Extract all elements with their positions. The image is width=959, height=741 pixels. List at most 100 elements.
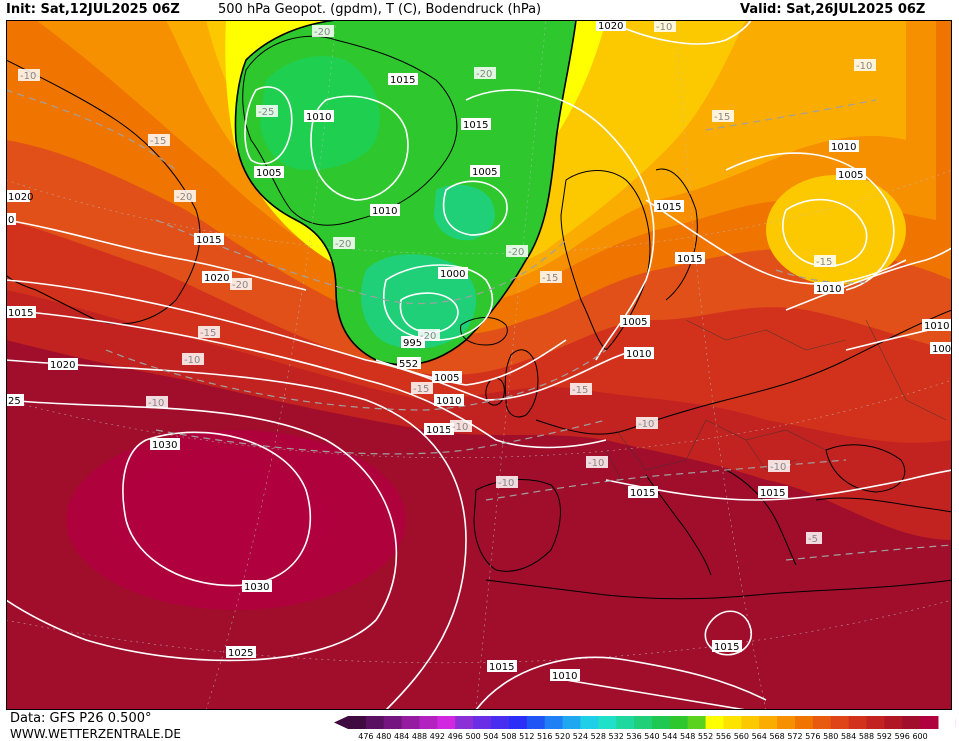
svg-text:1020: 1020 <box>204 273 229 284</box>
svg-text:-15: -15 <box>413 384 429 395</box>
border-6 <box>865 319 947 421</box>
isobar-1010-a <box>6 279 637 401</box>
temp-label: -20 <box>230 278 252 291</box>
legend-value: 524 <box>573 732 588 741</box>
svg-text:-10: -10 <box>452 422 468 433</box>
svg-text:1010: 1010 <box>552 671 577 682</box>
isobar-1015-g <box>6 219 307 291</box>
legend-value: 508 <box>501 732 516 741</box>
graticule-line-5 <box>475 20 547 710</box>
legend-swatch <box>491 716 510 729</box>
svg-text:1015: 1015 <box>8 308 33 319</box>
svg-text:1025: 1025 <box>228 648 253 659</box>
isotherm-minus20 <box>155 219 567 305</box>
graticule <box>6 20 952 710</box>
isobar-label: 1020 <box>6 190 33 203</box>
temp-label: -20 <box>474 67 496 80</box>
isobar-label: 1000 <box>930 342 952 355</box>
contour-552 <box>234 20 577 366</box>
isobar-label: 1005 <box>432 371 462 384</box>
svg-text:1015: 1015 <box>196 235 221 246</box>
svg-text:1020: 1020 <box>50 360 75 371</box>
isobar-1010-b <box>785 247 952 311</box>
svg-text:-20: -20 <box>176 192 192 203</box>
svg-text:1030: 1030 <box>244 582 269 593</box>
legend-value: 560 <box>734 732 749 741</box>
legend-swatch <box>634 716 653 729</box>
temp-label: -10 <box>654 20 676 33</box>
svg-text:-15: -15 <box>714 112 730 123</box>
coast-ireland <box>485 377 505 406</box>
svg-text:-10: -10 <box>656 22 672 33</box>
temp-label: -10 <box>636 417 658 430</box>
isobar-label: 1015 <box>628 486 658 499</box>
isobar-label: 1020 <box>596 20 626 32</box>
svg-text:1005: 1005 <box>472 167 497 178</box>
isobar-label: 1015 <box>654 200 684 213</box>
temp-label: -20 <box>174 190 196 203</box>
temp-label: -15 <box>712 110 734 123</box>
svg-text:1015: 1015 <box>426 425 451 436</box>
svg-text:995: 995 <box>403 338 422 349</box>
isobar-label: 1030 <box>242 580 272 593</box>
isobar-label: 1015 <box>712 640 742 653</box>
isobar-label: 1005 <box>470 165 500 178</box>
legend-swatch <box>723 716 742 729</box>
isotherm-minus5 <box>785 544 952 561</box>
legend-value: 592 <box>877 732 892 741</box>
contour-label-552: 552 <box>397 357 421 370</box>
temp-label: -15 <box>411 382 433 395</box>
isobar-label: 1015 <box>424 423 454 436</box>
isobar-label: 1015 <box>388 73 418 86</box>
legend-value: 480 <box>376 732 391 741</box>
isobar-1005-a <box>375 339 567 386</box>
legend-value: 536 <box>626 732 641 741</box>
legend-value: 476 <box>358 732 373 741</box>
temp-label: -20 <box>333 237 355 250</box>
legend-value: 488 <box>412 732 427 741</box>
legend-value: 484 <box>394 732 409 741</box>
legend-value: 520 <box>555 732 570 741</box>
coast-turkey <box>815 497 952 513</box>
svg-text:-20: -20 <box>314 27 330 38</box>
svg-text:1015: 1015 <box>677 254 702 265</box>
chart-header: Init: Sat,12JUL2025 06Z 500 hPa Geopot. … <box>0 0 959 20</box>
svg-text:-20: -20 <box>476 69 492 80</box>
svg-text:-10: -10 <box>498 478 514 489</box>
svg-text:-10: -10 <box>638 419 654 430</box>
isobar-1020 <box>6 359 467 710</box>
isobar-label: 1015 <box>487 660 517 673</box>
svg-text:-10: -10 <box>184 355 200 366</box>
isobar-label: 1015 <box>194 233 224 246</box>
isobar-label: 1005 <box>836 168 866 181</box>
border-2 <box>705 419 827 451</box>
svg-text:-5: -5 <box>808 534 818 545</box>
isobar-label: 1015 <box>758 486 788 499</box>
isobar-label: 1010 <box>370 204 400 217</box>
svg-text:-15: -15 <box>150 136 166 147</box>
svg-text:1010: 1010 <box>831 142 856 153</box>
chart-title: 500 hPa Geopot. (gpdm), T (C), Bodendruc… <box>218 2 542 17</box>
legend-value: 540 <box>644 732 659 741</box>
temp-label: -20 <box>506 245 528 258</box>
isobar-label: 1010 <box>434 394 464 407</box>
temp-label: -10 <box>586 456 608 469</box>
temp-label: -10 <box>182 353 204 366</box>
isotherm-minus10-c <box>485 459 847 501</box>
isobar-995 <box>399 292 459 334</box>
weather-map: 1020 1015 1010 1005 1010 1015 1005 1000 … <box>6 20 952 710</box>
svg-text:1000: 1000 <box>440 269 465 280</box>
coast-balkans <box>725 469 797 566</box>
temp-label: -20 <box>418 329 440 342</box>
isobar-1010-c <box>310 95 409 201</box>
coast-black-sea <box>825 444 906 493</box>
svg-text:-10: -10 <box>856 61 872 72</box>
coastlines <box>6 35 952 600</box>
legend-swatch <box>794 716 814 729</box>
geopot-fill-544c <box>434 184 495 241</box>
svg-text:-15: -15 <box>200 328 216 339</box>
legend-value: 568 <box>769 732 784 741</box>
legend-swatch <box>848 716 867 729</box>
svg-text:-20: -20 <box>508 247 524 258</box>
isobar-label: 1015 <box>675 252 705 265</box>
